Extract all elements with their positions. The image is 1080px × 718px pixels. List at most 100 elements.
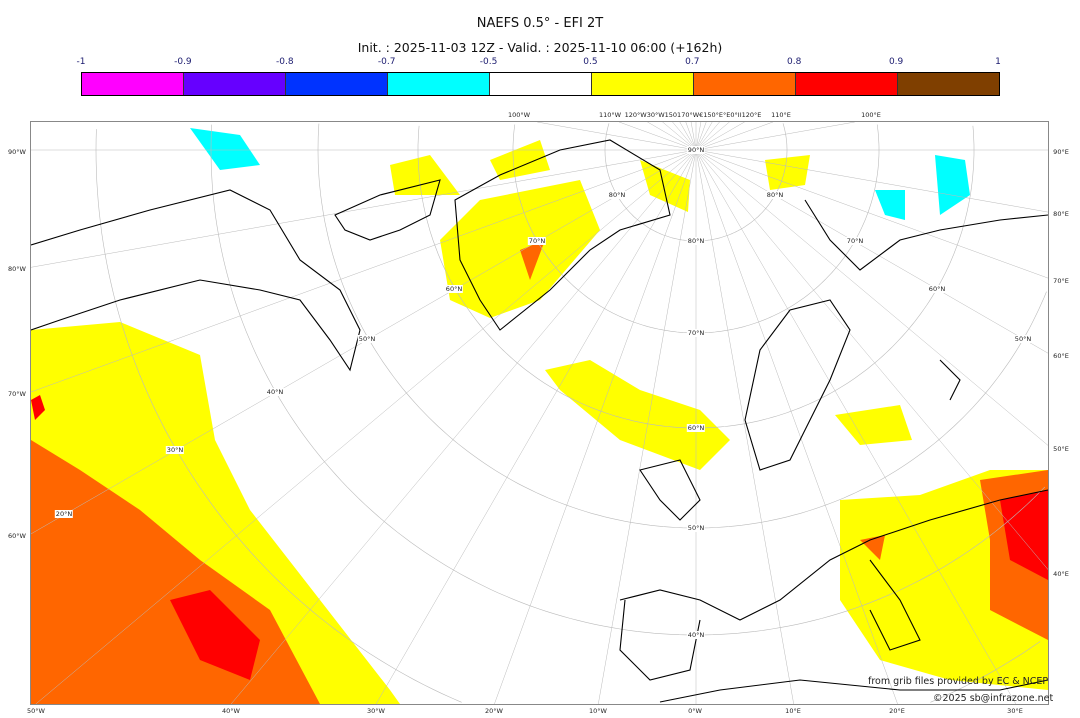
arctic-island-coastline <box>334 179 441 241</box>
meridian-line <box>375 149 697 704</box>
europe-south-coastline <box>619 489 1048 621</box>
latitude-circle <box>930 641 1041 703</box>
coordinate-label: 0°W <box>688 707 702 715</box>
meridian-line <box>598 149 697 704</box>
colorbar-tick: -1 <box>76 57 86 67</box>
meridian-line <box>695 149 1048 446</box>
coordinate-label: 70°N <box>686 329 706 337</box>
coordinate-label: 50°E <box>1053 445 1069 453</box>
meridian-line <box>690 122 697 151</box>
colorbar-bin <box>286 73 388 95</box>
meridian-line <box>647 122 697 151</box>
efi-area-orange <box>520 240 545 280</box>
coordinate-label: 30°W <box>367 707 385 715</box>
meridian-line <box>695 122 745 151</box>
latitude-circle <box>695 291 1047 529</box>
coordinate-label: 90°E <box>1053 148 1069 156</box>
latitude-circle <box>696 123 788 242</box>
coordinate-label: 70°E <box>1053 277 1069 285</box>
map-panel <box>30 121 1049 705</box>
colorbar-tick: -0.8 <box>275 57 294 67</box>
coordinate-label: 50°W <box>27 707 45 715</box>
map-svg <box>31 122 1048 704</box>
iberia-coastline <box>619 599 701 681</box>
greenland-coastline <box>454 139 671 331</box>
coordinate-label: 40°N <box>265 388 285 396</box>
meridian-line <box>695 122 720 151</box>
coordinate-label: 30°N <box>165 446 185 454</box>
meridian-line <box>695 122 713 151</box>
coordinate-label: 40°W <box>222 707 240 715</box>
coordinate-label: 70°N <box>527 237 547 245</box>
source-credit: from grib files provided by EC & NCEP <box>868 676 1049 687</box>
coordinate-label: 90°N <box>686 146 706 154</box>
meridian-line <box>679 122 697 151</box>
coordinate-label: 80°E <box>1053 210 1069 218</box>
meridian-line <box>662 122 697 151</box>
coordinate-label: 80°W <box>8 265 26 273</box>
meridian-line <box>619 122 697 151</box>
coordinate-label: 100°W <box>507 111 531 119</box>
latitude-circle <box>95 129 462 703</box>
coordinate-label: 50°N <box>1013 335 1033 343</box>
latitude-circle <box>604 123 696 242</box>
colorbar-bin <box>82 73 184 95</box>
coordinate-label: 110°E <box>771 111 791 119</box>
africa-coastline <box>659 679 1048 703</box>
coordinate-label: 40°E <box>1053 570 1069 578</box>
map-subtitle: Init. : 2025-11-03 12Z - Valid. : 2025-1… <box>357 40 723 55</box>
colorbar-bin <box>898 73 999 95</box>
efi-area-orange <box>860 535 885 560</box>
coordinate-label: 50°N <box>686 524 706 532</box>
colorbar-tick: 0.5 <box>583 57 598 67</box>
coordinate-label: 80°N <box>765 191 785 199</box>
colorbar-tick: 1 <box>995 57 1001 67</box>
meridian-line <box>230 149 697 704</box>
coordinate-label: 60°W <box>8 532 26 540</box>
colorbar-tick: -0.9 <box>174 57 192 67</box>
coordinate-label: 60°E <box>1053 352 1069 360</box>
britain-coastline <box>639 459 701 521</box>
latitude-circle <box>695 486 1046 636</box>
efi-area-yellow <box>835 405 912 445</box>
scandinavia-coastline <box>744 299 851 471</box>
efi-area-yellow <box>765 155 810 190</box>
colorbar-bin <box>796 73 898 95</box>
coordinate-label: 30°E <box>1007 707 1023 715</box>
meridian-line <box>695 149 898 704</box>
coordinate-label: 10°W <box>589 707 607 715</box>
map-title: NAEFS 0.5° - EFI 2T <box>476 16 604 31</box>
latitude-circle <box>417 125 696 429</box>
russia-coastline <box>804 199 1048 271</box>
latitude-circle <box>696 124 880 334</box>
colorbar <box>81 72 1000 96</box>
meridian-line <box>695 122 730 151</box>
meridian-line <box>695 149 1048 354</box>
efi-area-yellow <box>440 180 600 318</box>
colorbar-bin <box>184 73 286 95</box>
meridian-line <box>695 149 1017 704</box>
coordinate-label: 10°E <box>785 707 801 715</box>
colorbar-tick: 0.9 <box>888 57 904 67</box>
north-america-coastline <box>31 189 361 372</box>
colorbar-bin <box>490 73 592 95</box>
meridian-line <box>695 122 855 151</box>
efi-area-red <box>31 395 45 420</box>
coordinate-label: 80°N <box>607 191 627 199</box>
coordinate-label: 20°E <box>889 707 905 715</box>
meridian-line <box>695 149 1048 570</box>
efi-area-yellow <box>640 160 690 212</box>
meridian-line <box>494 149 697 704</box>
copyright: ©2025 sb@infrazone.net <box>933 693 1054 704</box>
balkans-coastline <box>869 559 921 651</box>
efi-area-red <box>170 590 260 680</box>
meridian-line <box>685 122 697 151</box>
coordinate-label: 50°N <box>357 335 377 343</box>
coordinate-label: 40°N <box>686 631 706 639</box>
colorbar-tick: -0.5 <box>479 57 498 67</box>
coordinate-label: 20°N <box>54 510 74 518</box>
efi-area-cyan <box>190 128 260 170</box>
latitude-circle <box>317 123 697 529</box>
meridian-line <box>31 149 697 268</box>
latitude-circle <box>696 125 975 429</box>
